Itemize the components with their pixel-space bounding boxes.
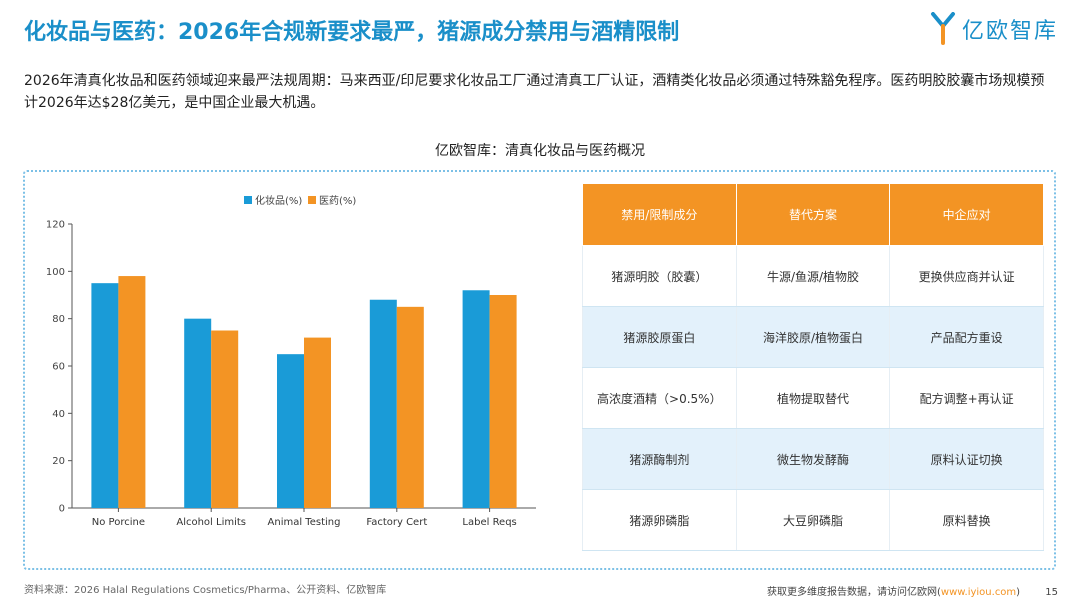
x-category-label: Factory Cert (366, 517, 427, 528)
bar (304, 337, 331, 508)
website-link[interactable]: www.iyiou.com (940, 587, 1017, 598)
y-tick-label: 40 (52, 409, 65, 420)
cell-response: 产品配方重设 (889, 306, 1044, 368)
legend-label: 医药(%) (319, 195, 356, 207)
cell-ingredient: 猪源胶原蛋白 (582, 306, 737, 368)
table-row: 猪源胶原蛋白 海洋胶原/植物蛋白 产品配方重设 (582, 306, 1044, 368)
cell-ingredient: 猪源明胶（胶囊） (582, 245, 737, 307)
header-ingredient: 禁用/限制成分 (582, 183, 737, 246)
table-row: 高浓度酒精（>0.5%） 植物提取替代 配方调整+再认证 (582, 367, 1044, 429)
logo-mark-icon (930, 12, 955, 45)
logo-text: 亿欧智库 (961, 19, 1058, 44)
table-row: 猪源明胶（胶囊） 牛源/鱼源/植物胶 更换供应商并认证 (582, 245, 1044, 307)
legend-label: 化妆品(%) (255, 194, 302, 207)
bar (462, 290, 490, 508)
brand-logo: 亿欧智库 (930, 12, 1058, 46)
source-note: 资料来源：2026 Halal Regulations Cosmetics/Ph… (24, 585, 387, 596)
cell-response: 原料认证切换 (889, 428, 1044, 490)
summary-text: 2026年清真化妆品和医药领域迎来最严法规周期：马来西亚/印尼要求化妆品工厂通过… (24, 73, 1045, 111)
header-alternative: 替代方案 (735, 183, 891, 246)
cell-alternative: 大豆卵磷脂 (735, 489, 891, 551)
y-tick-label: 60 (52, 362, 65, 373)
bar (211, 330, 239, 508)
bar-chart: 0 20 40 60 80 100 120 No Porcine Alcohol Limits A… (46, 194, 536, 528)
x-category-label: No Porcine (92, 517, 145, 528)
bar (277, 354, 304, 508)
x-category-label: Label Reqs (462, 517, 516, 528)
bar (91, 283, 119, 508)
x-category-label: Animal Testing (268, 517, 341, 528)
cell-alternative: 微生物发酵酶 (735, 428, 891, 490)
cell-ingredient: 高浓度酒精（>0.5%） (582, 367, 737, 429)
legend-swatch (308, 196, 316, 204)
cell-response: 更换供应商并认证 (889, 245, 1044, 307)
footer-cta: 获取更多维度报告数据，请访问亿欧网(www.iyiou.com) 15 (767, 583, 1058, 598)
bar (369, 299, 397, 508)
table-row: 猪源卵磷脂 大豆卵磷脂 原料替换 (582, 489, 1044, 551)
bar (489, 295, 517, 508)
x-category-label: Alcohol Limits (176, 517, 246, 528)
y-tick-label: 0 (59, 504, 65, 515)
footer-text-close: ) (1016, 587, 1021, 598)
bar (396, 306, 424, 508)
cell-alternative: 植物提取替代 (735, 367, 891, 429)
bar (118, 276, 146, 508)
y-tick-label: 100 (46, 267, 65, 278)
page-title: 化妆品与医药：2026年合规新要求最严，猪源成分禁用与酒精限制 (24, 20, 680, 45)
bar (184, 318, 212, 508)
y-tick-label: 20 (52, 456, 65, 467)
table-header-row: 禁用/限制成分 替代方案 中企应对 (582, 183, 1044, 246)
content-panel (23, 170, 1056, 570)
cell-alternative: 牛源/鱼源/植物胶 (735, 245, 891, 307)
legend-swatch (244, 196, 252, 204)
y-tick-label: 80 (52, 314, 65, 325)
cell-response: 原料替换 (889, 489, 1044, 551)
cell-alternative: 海洋胶原/植物蛋白 (735, 306, 891, 368)
page-number: 15 (1045, 587, 1058, 598)
y-tick-label: 120 (46, 220, 65, 231)
cell-ingredient: 猪源卵磷脂 (582, 489, 737, 551)
cell-response: 配方调整+再认证 (889, 367, 1044, 429)
footer-text: 获取更多维度报告数据，请访问亿欧网( (767, 587, 941, 598)
header-response: 中企应对 (889, 183, 1044, 246)
table-row: 猪源酶制剂 微生物发酵酶 原料认证切换 (582, 428, 1044, 490)
ingredient-table: 禁用/限制成分 替代方案 中企应对 猪源明胶（胶囊） 牛源/鱼源/植物胶 更换供… (582, 183, 1044, 551)
chart-heading: 亿欧智库：清真化妆品与医药概况 (435, 143, 645, 159)
cell-ingredient: 猪源酶制剂 (582, 428, 737, 490)
